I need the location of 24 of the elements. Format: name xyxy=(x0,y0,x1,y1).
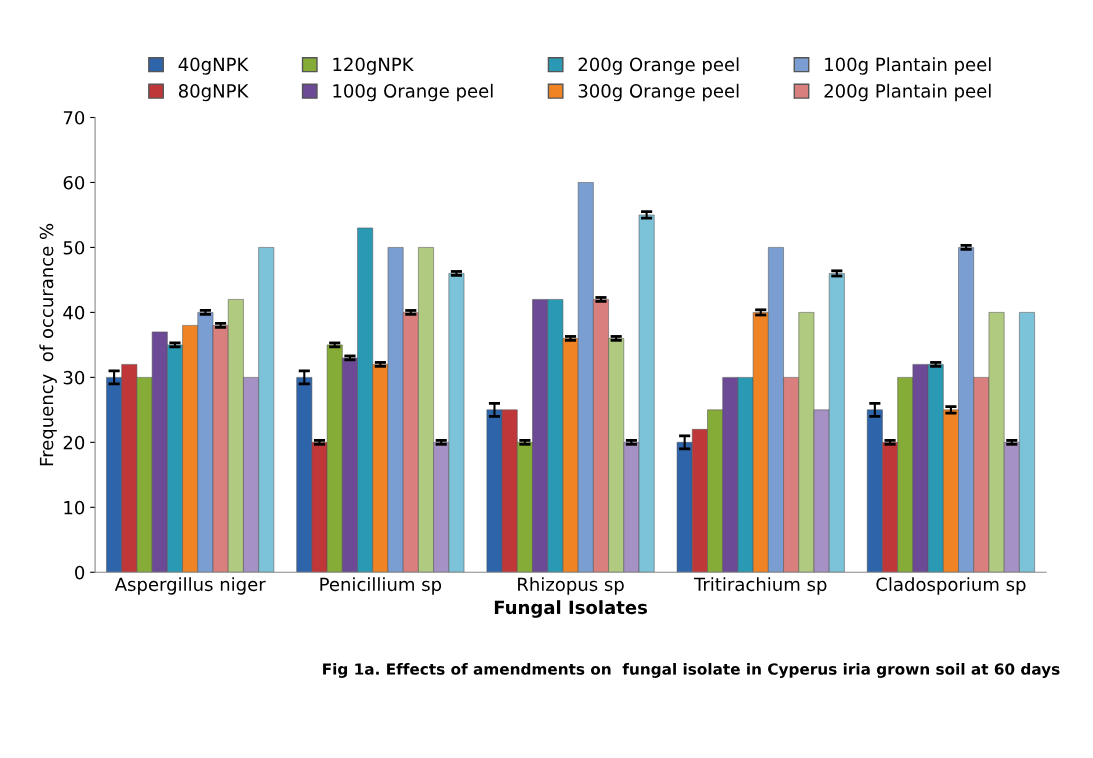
x-tick-label: Aspergillus niger xyxy=(114,577,266,595)
y-tick-label: 30 xyxy=(63,370,85,385)
y-tick-label: 10 xyxy=(64,500,85,515)
y-axis-title: Frequency of occurance % xyxy=(39,223,57,466)
legend-label: 200g Orange peel xyxy=(578,57,739,75)
y-tick-label: 70 xyxy=(63,110,85,125)
legend-label: 40gNPK xyxy=(178,57,249,75)
y-tick-label: 60 xyxy=(63,175,85,190)
y-tick-label: 20 xyxy=(63,435,85,450)
legend-label: 100g Orange peel xyxy=(333,83,493,102)
y-tick-label: 40 xyxy=(63,305,85,320)
x-tick-label: Tritirachium sp xyxy=(693,577,827,595)
x-tick-label: Rhizopus sp xyxy=(518,577,624,595)
caption: Fig 1a. Effects of amendments on fungal isolate in Cyperus iria grown soil at 60 days xyxy=(323,663,1060,678)
legend-label: 120gNPK xyxy=(333,57,414,75)
x-tick-label: Penicillium sp xyxy=(320,577,442,595)
x-axis-title: Fungal Isolates xyxy=(494,600,647,618)
legend-label: 100g Plantain peel xyxy=(825,57,991,75)
legend-label: 80gNPK xyxy=(178,84,249,102)
legend-label: 300g Orange peel xyxy=(578,83,739,102)
y-tick-label: 0 xyxy=(75,565,85,580)
legend-label: 200g Plantain peel xyxy=(824,83,991,102)
y-tick-label: 50 xyxy=(63,240,85,255)
x-tick-label: Cladosporium sp xyxy=(876,577,1026,595)
